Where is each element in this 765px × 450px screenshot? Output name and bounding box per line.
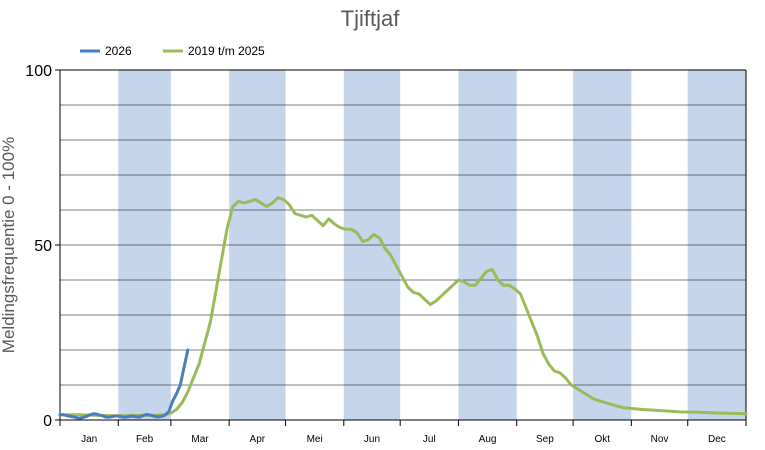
y-tick-label: 100: [25, 63, 52, 80]
series-lines: [58, 196, 748, 420]
x-tick-label-jun: Jun: [364, 434, 380, 445]
y-tick-label: 50: [34, 238, 52, 255]
legend-label: 2019 t/m 2025: [188, 44, 265, 58]
x-tick-label-nov: Nov: [651, 434, 669, 445]
series-line-2019-t-m-2025: [58, 196, 748, 418]
y-tick-label: 0: [43, 413, 52, 430]
x-tick-label-jan: Jan: [81, 434, 97, 445]
y-axis-label: Meldingsfrequentie 0 - 100%: [0, 137, 18, 353]
x-tick-label-mei: Mei: [307, 434, 323, 445]
x-tick-label-feb: Feb: [136, 434, 154, 445]
x-tick-label-jul: Jul: [423, 434, 436, 445]
legend: 2026 2019 t/m 2025: [80, 44, 265, 58]
x-tick-labels: Jan Feb Mar Apr Mei Jun Jul Aug Sep Okt Nov Dec: [81, 434, 726, 445]
axes: [55, 69, 747, 426]
x-tick-label-okt: Okt: [594, 434, 610, 445]
x-tick-label-apr: Apr: [250, 434, 266, 445]
x-tick-label-dec: Dec: [708, 434, 726, 445]
x-tick-label-mar: Mar: [191, 434, 209, 445]
legend-label: 2026: [105, 44, 132, 58]
gridlines: [60, 104, 746, 386]
x-tick-label-sep: Sep: [536, 434, 554, 445]
chart-title: Tjiftjaf: [341, 6, 401, 31]
series-line-2026: [58, 348, 190, 420]
x-tick-label-aug: Aug: [479, 434, 497, 445]
y-tick-labels: 0 50 100: [25, 63, 52, 430]
